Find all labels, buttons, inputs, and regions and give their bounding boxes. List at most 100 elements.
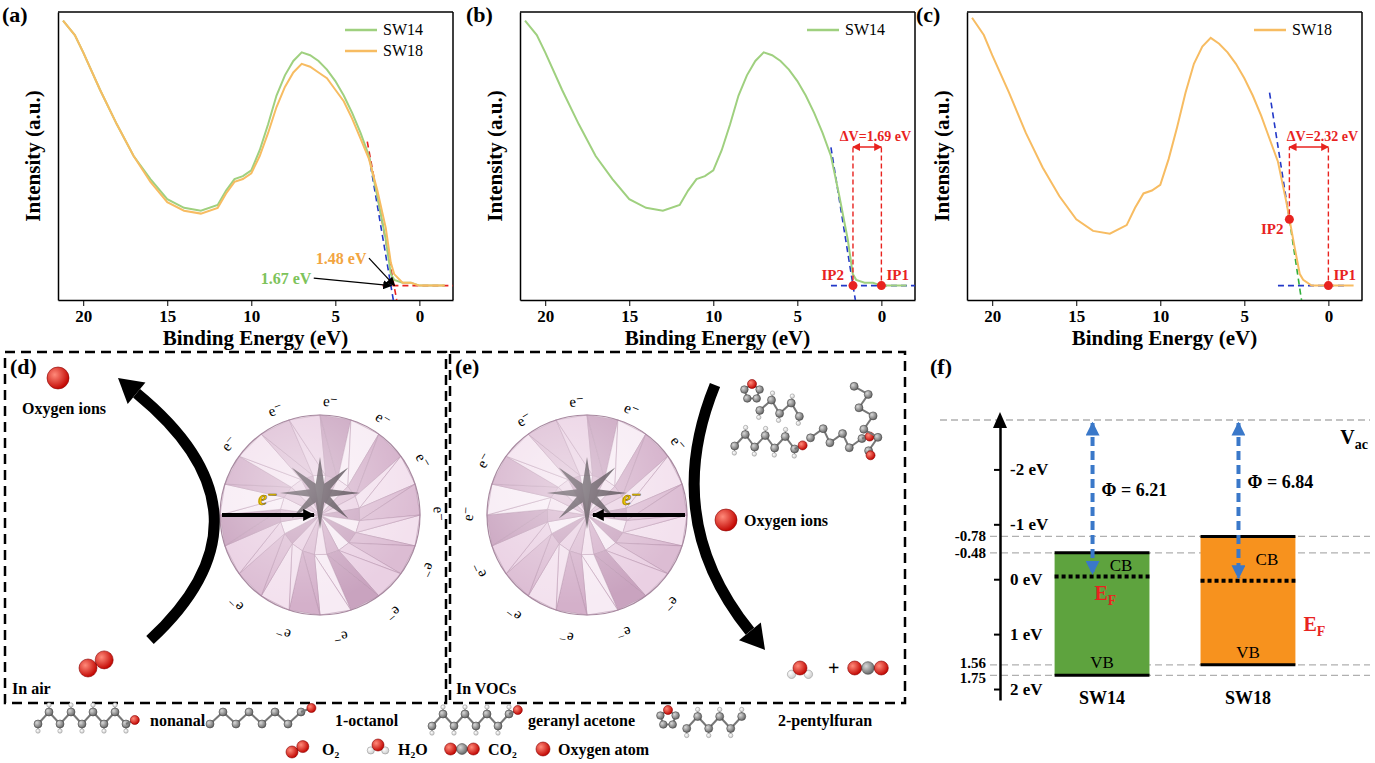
level-line: [990, 536, 1370, 537]
delta-label: ΔV=2.32 eV: [1287, 129, 1358, 144]
carbon-atom: [45, 708, 53, 716]
hydrogen-atom: [752, 452, 756, 456]
hydrogen-atom: [707, 733, 711, 737]
fermi-label-sub: F: [1317, 624, 1326, 639]
sample-label: SW18: [1225, 688, 1271, 708]
carbon-atom: [683, 724, 691, 732]
carbon-atom: [78, 720, 86, 728]
oxygen-atom: [95, 651, 113, 669]
electron-label: e⁻: [622, 400, 642, 420]
carbon-atom: [743, 395, 751, 403]
carbon-atom: [756, 386, 764, 394]
x-tick-mark: [881, 300, 882, 306]
fermi-label-main: E: [1303, 613, 1316, 635]
y-axis: [967, 13, 968, 301]
legend-swatch: [345, 50, 377, 53]
carbon-atom: [694, 712, 702, 720]
frame-right: [1361, 12, 1363, 300]
y-tick-mark: [994, 469, 1000, 471]
y-tick-mark: [994, 634, 1000, 636]
delta-bracket: [853, 146, 881, 148]
x-tick-mark: [1160, 300, 1161, 306]
carbon-atom: [34, 720, 42, 728]
carbon-atom: [672, 712, 680, 720]
y-axis-title: Intensity (a.u.): [930, 90, 954, 221]
oxygen-atom: [513, 706, 522, 715]
carbon-atom: [258, 720, 266, 728]
level-line: [990, 664, 1370, 665]
sphere-outline: [220, 415, 420, 615]
carbon-atom: [472, 722, 480, 730]
carbon-atom: [206, 720, 214, 728]
hydrogen-atom: [783, 427, 787, 431]
x-tick: 15: [1068, 300, 1085, 326]
carbon-atom: [845, 444, 853, 452]
x-axis-title: Binding Energy (eV): [1072, 326, 1258, 350]
electron-label: e⁻: [660, 593, 682, 615]
panel-e: (e)e⁻e⁻e⁻e⁻e⁻e⁻e⁻e⁻e⁻e⁻e⁻e⁻Oxygen ions+I…: [450, 352, 905, 703]
legend: SW14: [807, 21, 885, 38]
fermi-label: EF: [1094, 582, 1116, 608]
carbon-atom: [738, 712, 746, 720]
hydrogen-atom: [740, 707, 744, 711]
x-tick: 10: [1152, 300, 1169, 326]
y-tick: -1 eV: [994, 515, 1049, 534]
carbon-atom: [776, 409, 784, 417]
level-label: 1.56: [960, 655, 987, 671]
electron-label: e⁻: [412, 450, 433, 471]
level-line: [990, 552, 1370, 553]
x-tick-mark: [83, 300, 84, 306]
carbon-atom: [839, 430, 847, 438]
x-tick-mark: [545, 300, 546, 306]
carbon-atom: [727, 724, 735, 732]
ip-guide: [852, 147, 853, 281]
x-tick-label: 5: [1241, 307, 1250, 326]
x-tick: 0: [878, 300, 887, 326]
y-tick-label: 2 eV: [1010, 680, 1043, 699]
ip-point: [877, 281, 886, 290]
legend-swatch: [1254, 29, 1286, 32]
sphere-highlight: [487, 415, 687, 615]
hydrogen-atom: [718, 707, 722, 711]
x-tick-label: 5: [332, 307, 341, 326]
carbon-atom: [457, 744, 468, 755]
curved-arrow: [137, 393, 215, 640]
carbon-atom: [751, 443, 759, 451]
legend-label: 1-octanol: [335, 712, 399, 729]
frame-top: [967, 11, 1362, 13]
electron-label: e⁻: [430, 506, 447, 521]
hydrogen-atom: [80, 729, 84, 733]
panel-label: (f): [930, 354, 952, 379]
frame-top: [520, 11, 915, 13]
panel-label: (e): [455, 354, 479, 379]
hydrogen-atom: [770, 391, 774, 395]
fermi-label-sub: F: [1108, 593, 1117, 608]
carbon-atom: [781, 433, 789, 441]
onset-label: 1.67 eV: [261, 270, 312, 287]
carbon-atom: [860, 425, 868, 433]
legend-label: geranyl acetone: [528, 712, 635, 730]
carbon-atom: [771, 444, 779, 452]
legend-label: H₂O: [398, 741, 428, 758]
oxygen-atom: [47, 367, 69, 389]
electron-arrow: [222, 513, 314, 517]
y-tick-label: 0 eV: [1010, 570, 1043, 589]
x-tick-mark: [797, 300, 798, 306]
x-tick: 15: [621, 300, 638, 326]
electron-label: e⁻: [473, 450, 494, 471]
electron-label: e⁻: [503, 603, 524, 625]
x-tick-label: 20: [75, 307, 92, 326]
carbon-atom: [67, 708, 75, 716]
carbon-atom: [795, 412, 803, 420]
carbon-atom: [716, 712, 724, 720]
carbon-atom: [741, 386, 749, 394]
x-tick-mark: [335, 300, 336, 306]
carbon-atom: [819, 425, 827, 433]
y-axis-line: [967, 13, 969, 301]
oxygen-atom: [748, 380, 757, 389]
electron-label: e⁻: [558, 628, 575, 646]
ip-label: IP1: [886, 267, 909, 283]
level-label: -0.78: [955, 528, 986, 544]
vb-edge: [1055, 674, 1150, 677]
x-tick-label: 15: [159, 307, 176, 326]
